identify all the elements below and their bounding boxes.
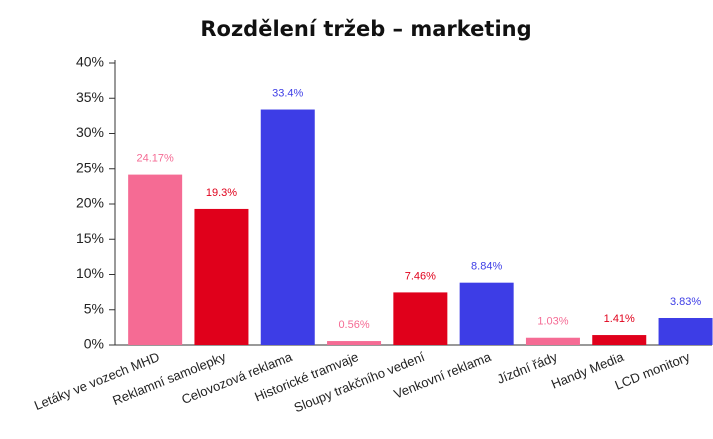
value-label: 24.17% — [136, 153, 174, 165]
y-tick-label: 10% — [76, 265, 104, 281]
y-tick-label: 20% — [76, 195, 104, 211]
y-tick-label: 25% — [76, 159, 104, 175]
y-tick-label: 15% — [76, 230, 104, 246]
value-label: 33.4% — [272, 87, 303, 99]
chart-title: Rozdělení tržeb – marketing — [200, 17, 531, 41]
y-tick-label: 0% — [84, 336, 104, 352]
bar — [194, 208, 249, 345]
bar — [260, 109, 315, 345]
y-tick-label: 5% — [84, 300, 104, 316]
value-label: 1.41% — [604, 313, 635, 325]
value-label: 3.83% — [670, 296, 701, 308]
y-tick-label: 30% — [76, 124, 104, 140]
x-tick-label: Reklamní samolepky — [110, 349, 228, 408]
value-label: 0.56% — [338, 319, 369, 331]
y-tick-label: 40% — [76, 54, 104, 70]
x-tick-label: LCD monitory — [613, 349, 693, 393]
bar — [592, 335, 647, 345]
x-tick-label: Celovozová reklama — [179, 349, 295, 407]
bar — [459, 282, 514, 345]
bar — [327, 341, 382, 345]
value-label: 7.46% — [405, 270, 436, 282]
value-label: 1.03% — [537, 316, 568, 328]
bar — [658, 317, 713, 345]
value-label: 8.84% — [471, 261, 502, 273]
bar — [393, 292, 448, 345]
value-label: 19.3% — [206, 187, 237, 199]
y-tick-label: 35% — [76, 89, 104, 105]
bar — [128, 174, 183, 345]
bar — [525, 337, 580, 345]
